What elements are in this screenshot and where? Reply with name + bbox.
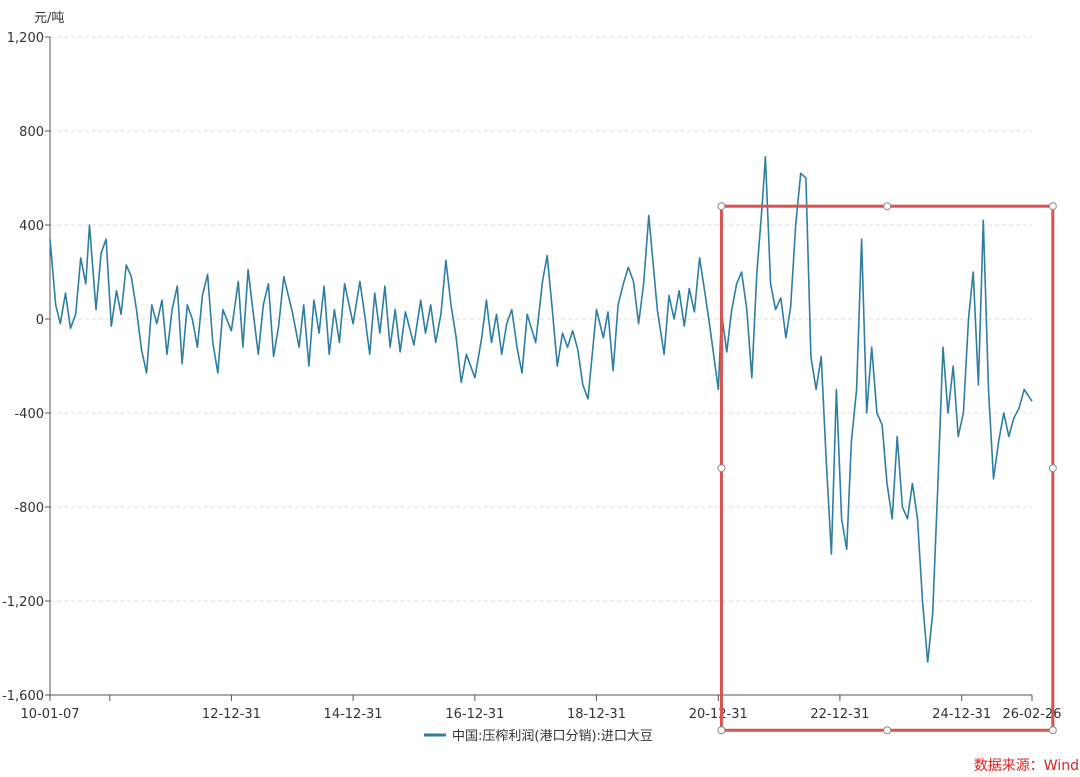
resize-handle[interactable]: [1048, 202, 1057, 211]
x-tick-label: 22-12-31: [810, 707, 869, 722]
y-tick-label: -1,200: [2, 595, 44, 610]
series-line: [49, 156, 1033, 663]
y-unit-label: 元/吨: [34, 11, 64, 26]
source-label: 数据来源：Wind: [974, 758, 1079, 774]
resize-handle[interactable]: [717, 464, 726, 473]
highlight-box[interactable]: [717, 202, 1057, 735]
x-tick-label: 12-12-31: [202, 707, 261, 722]
resize-handle[interactable]: [1048, 726, 1057, 735]
resize-handle[interactable]: [717, 202, 726, 211]
y-tick-label: -800: [14, 501, 44, 516]
y-tick-label: -1,600: [2, 689, 44, 704]
resize-handle[interactable]: [1048, 464, 1057, 473]
x-tick-label: 14-12-31: [324, 707, 383, 722]
y-tick-label: 400: [19, 219, 44, 234]
y-tick-label: 1,200: [7, 31, 44, 46]
resize-handle[interactable]: [883, 726, 892, 735]
x-tick-label: 24-12-31: [932, 707, 991, 722]
x-tick-label: 18-12-31: [567, 707, 626, 722]
x-tick-label: 26-02-26: [1002, 707, 1061, 722]
series-layer: [49, 156, 1033, 663]
y-tick-label: 800: [19, 125, 44, 140]
legend[interactable]: 中国:压榨利润(港口分销):进口大豆: [424, 728, 653, 744]
y-tick-label: 0: [36, 313, 44, 328]
x-tick-label: 20-12-31: [689, 707, 748, 722]
axes: 1,200 800 400 0 -400 -800 -1,200 -1,600 10-01-07…: [2, 31, 1061, 722]
y-tick-label: -400: [14, 407, 44, 422]
x-tick-label: 16-12-31: [445, 707, 504, 722]
resize-handle[interactable]: [883, 202, 892, 211]
resize-handle[interactable]: [717, 726, 726, 735]
x-tick-label: 10-01-07: [20, 707, 79, 722]
grid-lines: [50, 36, 1032, 696]
legend-label[interactable]: 中国:压榨利润(港口分销):进口大豆: [452, 728, 653, 744]
